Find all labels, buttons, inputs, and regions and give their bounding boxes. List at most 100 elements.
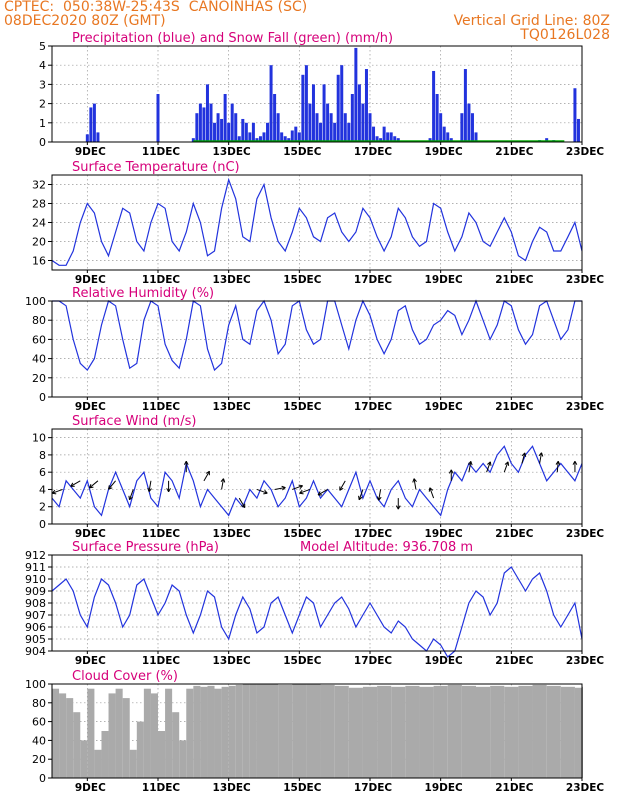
- precip-bar: [432, 70, 436, 142]
- panel-title: Surface Pressure (hPa): [72, 540, 219, 555]
- cloud-bar: [490, 685, 505, 778]
- precip-bar: [156, 94, 160, 142]
- precip-bar: [209, 103, 213, 142]
- precip-bar: [191, 138, 195, 142]
- precip-bar: [368, 113, 372, 142]
- precip-bar: [354, 47, 358, 142]
- cloud-bar: [221, 686, 229, 778]
- cloud-bar: [136, 721, 144, 778]
- y-tick-label: 3: [39, 78, 46, 91]
- cloud-bar: [249, 684, 257, 778]
- precip-bar: [230, 103, 234, 142]
- precip-bar: [213, 122, 217, 142]
- x-tick-label: 19DEC: [425, 401, 464, 413]
- cloud-bar: [419, 686, 434, 778]
- precip-bar: [202, 107, 206, 142]
- precip-bar: [396, 138, 400, 142]
- cloud-bar: [447, 684, 462, 778]
- precip-bar: [195, 113, 199, 142]
- y-tick-label: 60: [32, 333, 46, 346]
- precip-bar: [251, 122, 255, 142]
- x-tick-label: 15DEC: [283, 401, 322, 413]
- precip-bar: [545, 138, 549, 142]
- y-tick-label: 0: [39, 391, 46, 404]
- wind-arrow: [147, 480, 152, 492]
- x-tick-label: 21DEC: [495, 655, 534, 667]
- precip-bar: [326, 103, 330, 142]
- precip-bar: [357, 84, 361, 142]
- panel-6: 0 20 40 60 80 100 9DEC 11DEC 13DEC 15DEC 17DEC 19DE…: [25, 669, 604, 794]
- precip-bar: [96, 132, 100, 142]
- precip-bar: [315, 113, 319, 142]
- panel-3: 0 20 40 60 80 100 9DEC 11DEC 13DEC 15DEC 17DEC 19DE…: [25, 286, 604, 413]
- y-tick-label: 907: [25, 609, 46, 622]
- plot-frame: [51, 428, 583, 525]
- y-tick-label: 911: [25, 561, 46, 574]
- precip-bar: [304, 65, 308, 142]
- precip-bar: [297, 132, 301, 142]
- precip-bar: [329, 113, 333, 142]
- x-tick-label: 9DEC: [75, 782, 106, 794]
- precip-bar: [439, 113, 443, 142]
- y-tick-label: 904: [25, 645, 46, 658]
- y-tick-label: 905: [25, 633, 46, 646]
- wind-arrow: [51, 488, 63, 495]
- cloud-bar: [518, 685, 533, 778]
- cloud-bar: [172, 712, 180, 778]
- cloud-bar: [87, 688, 95, 778]
- panel-title: Surface Temperature (nC): [72, 160, 240, 175]
- y-tick-label: 28: [32, 198, 46, 211]
- precip-bar: [576, 118, 580, 142]
- precip-bar: [283, 136, 287, 142]
- precip-bar: [428, 138, 432, 142]
- cloud-bar: [348, 687, 363, 778]
- x-tick-label: 19DEC: [425, 782, 464, 794]
- y-tick-label: 80: [32, 697, 46, 710]
- y-tick-label: 20: [32, 372, 46, 385]
- precip-bar: [290, 130, 294, 142]
- panel-1: 0 1 2 3 4 5 9DEC 11DEC 13DEC 15DEC 17DEC 19DEC 21DEC…: [39, 31, 604, 158]
- wind-arrow: [503, 461, 510, 473]
- precip-bar: [308, 103, 312, 142]
- wind-arrow: [395, 498, 401, 510]
- x-tick-label: 9DEC: [75, 146, 106, 158]
- x-tick-label: 13DEC: [213, 782, 252, 794]
- cloud-bar: [108, 693, 116, 778]
- x-tick-label: 11DEC: [142, 528, 181, 540]
- y-tick-label: 6: [39, 466, 46, 479]
- cloud-bar: [200, 686, 208, 778]
- y-tick-label: 912: [25, 549, 46, 562]
- cloud-bar: [391, 686, 406, 778]
- wind-arrow: [538, 452, 544, 464]
- cloud-bar: [405, 685, 420, 778]
- precip-bar: [92, 103, 96, 142]
- cloud-bar: [59, 693, 67, 778]
- precip-bar: [340, 65, 344, 142]
- cloud-bar: [122, 698, 130, 778]
- cloud-bar: [94, 749, 102, 778]
- wind-arrow: [317, 489, 328, 496]
- cloud-bar: [129, 749, 137, 778]
- header-date: 08DEC2020 80Z (GMT): [4, 13, 166, 29]
- precip-bar: [287, 138, 291, 142]
- precip-bar: [276, 113, 280, 142]
- precip-bar: [474, 132, 478, 142]
- series-line: [51, 177, 583, 266]
- cloud-bar: [101, 731, 109, 778]
- cloud-bar: [242, 684, 250, 778]
- wind-arrow: [128, 489, 134, 501]
- precip-bar: [333, 122, 337, 142]
- wind-arrow: [220, 478, 226, 490]
- x-tick-label: 17DEC: [354, 528, 393, 540]
- cloud-bar: [560, 686, 575, 778]
- x-tick-label: 15DEC: [283, 528, 322, 540]
- series-line: [51, 445, 583, 517]
- wind-arrow: [572, 460, 578, 473]
- y-tick-label: 0: [39, 772, 46, 785]
- x-tick-label: 23DEC: [566, 401, 605, 413]
- x-tick-label: 19DEC: [425, 146, 464, 158]
- x-tick-label: 11DEC: [142, 782, 181, 794]
- x-tick-label: 23DEC: [566, 782, 605, 794]
- wind-arrow: [183, 460, 189, 473]
